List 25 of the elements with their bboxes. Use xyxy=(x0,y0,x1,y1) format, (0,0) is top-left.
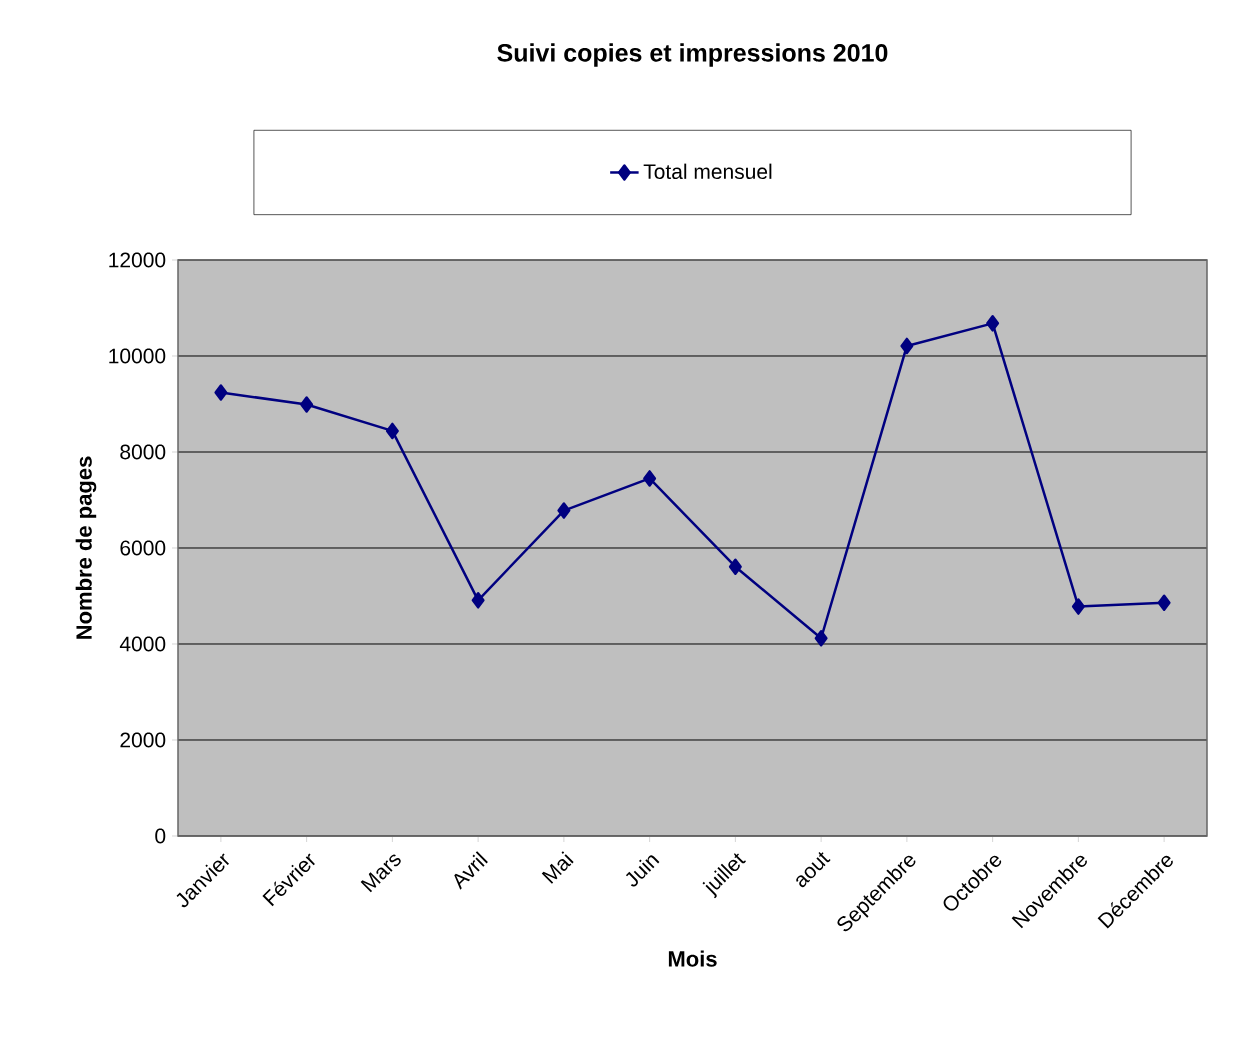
y-tick-label: 8000 xyxy=(120,444,166,460)
x-tick-label: Juin xyxy=(625,855,660,887)
y-tick-label: 4000 xyxy=(119,636,166,652)
point xyxy=(643,470,657,487)
point xyxy=(471,592,485,609)
point xyxy=(728,558,742,575)
x-tick-label: Mai xyxy=(541,851,574,884)
x-axis-title: Mois xyxy=(668,950,717,967)
point xyxy=(385,422,399,440)
point xyxy=(814,629,828,647)
y-axis-title: Nombre de pages xyxy=(75,456,97,639)
y-tick-label: 6000 xyxy=(120,540,166,556)
y-tick-label: 2000 xyxy=(120,732,166,748)
y-tick-label: 12000 xyxy=(109,252,166,268)
legend-label: Total mensuel xyxy=(643,163,772,180)
point xyxy=(557,502,571,519)
point xyxy=(300,396,314,413)
y-tick-label: 10000 xyxy=(109,348,166,364)
chart-title: Suivi copies et impressions 2010 xyxy=(497,43,888,67)
point xyxy=(1157,594,1171,611)
point xyxy=(1071,598,1085,615)
y-tick-label: 0 xyxy=(155,828,166,844)
point xyxy=(900,337,914,355)
point xyxy=(214,384,228,401)
point xyxy=(986,315,1000,332)
